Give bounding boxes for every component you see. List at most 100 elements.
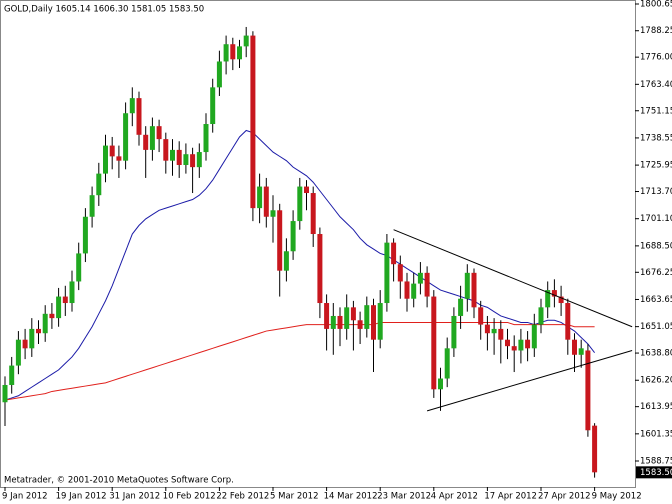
candle-body [424,272,430,297]
candle-body [149,126,155,150]
candle-body [297,186,303,222]
moving-average [4,129,595,401]
y-tick-label: 1638.80 [640,349,672,359]
candle-body [525,339,531,349]
candle-body [277,210,283,271]
candle-body [572,339,577,355]
last-price-box [636,466,672,479]
candle-body [545,290,551,308]
candle-body [103,145,108,174]
y-tick-label: 1776.00 [640,53,672,63]
candle-body [518,339,524,351]
candle-body [237,46,242,60]
copyright: Metatrader, © 2001-2010 MetaQuotes Softw… [4,476,234,486]
candle-body [417,272,423,284]
y-tick-label: 1688.50 [640,241,672,251]
candle-body [250,35,256,209]
candle-body [391,242,397,265]
candle-body [531,324,537,349]
y-tick-label: 1725.95 [640,161,672,171]
candle-body [183,154,189,165]
candle-body [129,98,135,114]
candle-body [337,315,343,329]
x-tick-label: 5 Mar 2012 [270,492,318,502]
candle-body [176,149,182,165]
candle-body [270,210,276,217]
candle-body [49,313,55,319]
candle-body [578,348,584,355]
x-tick-label: 17 Apr 2012 [484,492,537,502]
candle-body [438,378,443,390]
candle-body [243,35,249,47]
candle-body [9,365,15,385]
candle-body [22,339,28,349]
candle-body [592,425,598,473]
candle-body [2,384,8,403]
candle-body [411,283,417,299]
candle-body [82,216,88,254]
y-tick-label: 1738.55 [640,133,672,143]
y-tick-label: 1713.70 [640,187,672,197]
y-tick-label: 1701.10 [640,214,672,224]
candle-body [444,348,450,379]
candle-body [431,296,437,390]
candle-body [15,339,21,366]
candle-body [357,320,363,329]
candle-body [143,134,149,150]
chart-header: GOLD,Daily 1605.14 1606.30 1581.05 1583.… [4,5,204,15]
candle-body [451,315,457,349]
y-tick-label: 1788.25 [640,26,672,36]
x-tick-label: 19 Jan 2012 [56,492,107,502]
y-tick-label: 1800.65 [640,0,672,9]
y-tick-label: 1613.95 [640,402,672,412]
candle-body [257,186,263,209]
x-tick-label: 10 Feb 2012 [163,492,216,502]
candle-body [458,298,464,316]
x-tick-label: 23 Mar 2012 [377,492,431,502]
candle-body [404,281,410,299]
x-tick-label: 9 May 2012 [592,492,642,502]
candle-body [491,328,497,334]
y-tick-label: 1651.05 [640,322,672,332]
candle-body [558,296,564,304]
candle-body [196,152,202,168]
candle-body [384,242,390,304]
candle-body [471,272,477,308]
candle-body [190,154,196,168]
candle-body [283,251,289,271]
candle-body [505,339,510,347]
y-tick-label: 1751.15 [640,106,672,116]
candle-body [42,313,48,334]
candle-body [371,305,376,340]
trendline [426,349,633,412]
y-tick-label: 1676.25 [640,268,672,278]
candle-body [585,350,591,431]
candle-body [123,113,129,161]
y-tick-label: 1763.40 [640,80,672,90]
candle-body [163,139,169,161]
candle-body [69,281,75,304]
candle-body [89,195,95,217]
y-tick-label: 1626.20 [640,376,672,386]
x-tick-label: 9 Jan 2012 [2,492,48,502]
candle-body [397,264,403,282]
candle-body [478,307,484,325]
candle-body [484,324,490,334]
candle-body [377,303,383,340]
candle-body [116,156,122,161]
candle-body [136,98,142,135]
candle-body [498,328,504,340]
x-tick-label: 22 Feb 2012 [216,492,269,502]
candle-body [364,305,370,329]
moving-average [4,321,595,401]
candle-body [170,149,175,161]
candle-body [565,303,571,340]
candle-body [36,328,41,334]
candle-body [317,234,323,304]
candle-body [290,221,296,252]
candle-body [96,173,102,196]
candle-body [263,186,269,217]
candle-body [62,296,68,304]
candle-body [216,61,222,88]
